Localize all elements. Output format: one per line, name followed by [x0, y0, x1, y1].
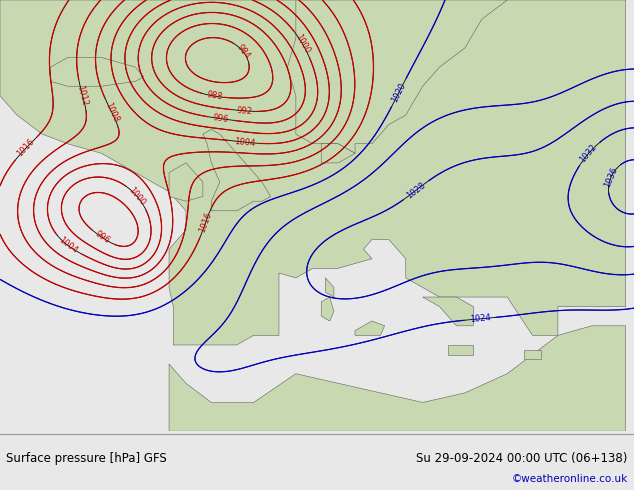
Text: 996: 996: [212, 113, 230, 124]
Text: 992: 992: [236, 106, 253, 116]
Text: 1008: 1008: [103, 101, 120, 124]
Text: 1004: 1004: [234, 137, 256, 147]
Text: 988: 988: [207, 91, 224, 102]
Text: 1000: 1000: [127, 186, 148, 208]
Text: 1032: 1032: [578, 143, 599, 164]
Text: ©weatheronline.co.uk: ©weatheronline.co.uk: [512, 474, 628, 484]
Text: 1016: 1016: [15, 137, 37, 159]
Text: 1012: 1012: [75, 84, 89, 106]
Text: 1004: 1004: [57, 236, 79, 256]
Text: 1036: 1036: [603, 166, 619, 189]
Text: Surface pressure [hPa] GFS: Surface pressure [hPa] GFS: [6, 452, 167, 465]
Text: 996: 996: [94, 230, 112, 246]
Text: 1000: 1000: [294, 33, 312, 56]
Text: Su 29-09-2024 00:00 UTC (06+138): Su 29-09-2024 00:00 UTC (06+138): [417, 452, 628, 465]
Text: 1024: 1024: [469, 314, 491, 324]
Text: 1028: 1028: [405, 180, 427, 200]
Text: 984: 984: [235, 43, 252, 61]
Text: 1016: 1016: [198, 211, 214, 234]
Text: 1020: 1020: [390, 81, 408, 104]
